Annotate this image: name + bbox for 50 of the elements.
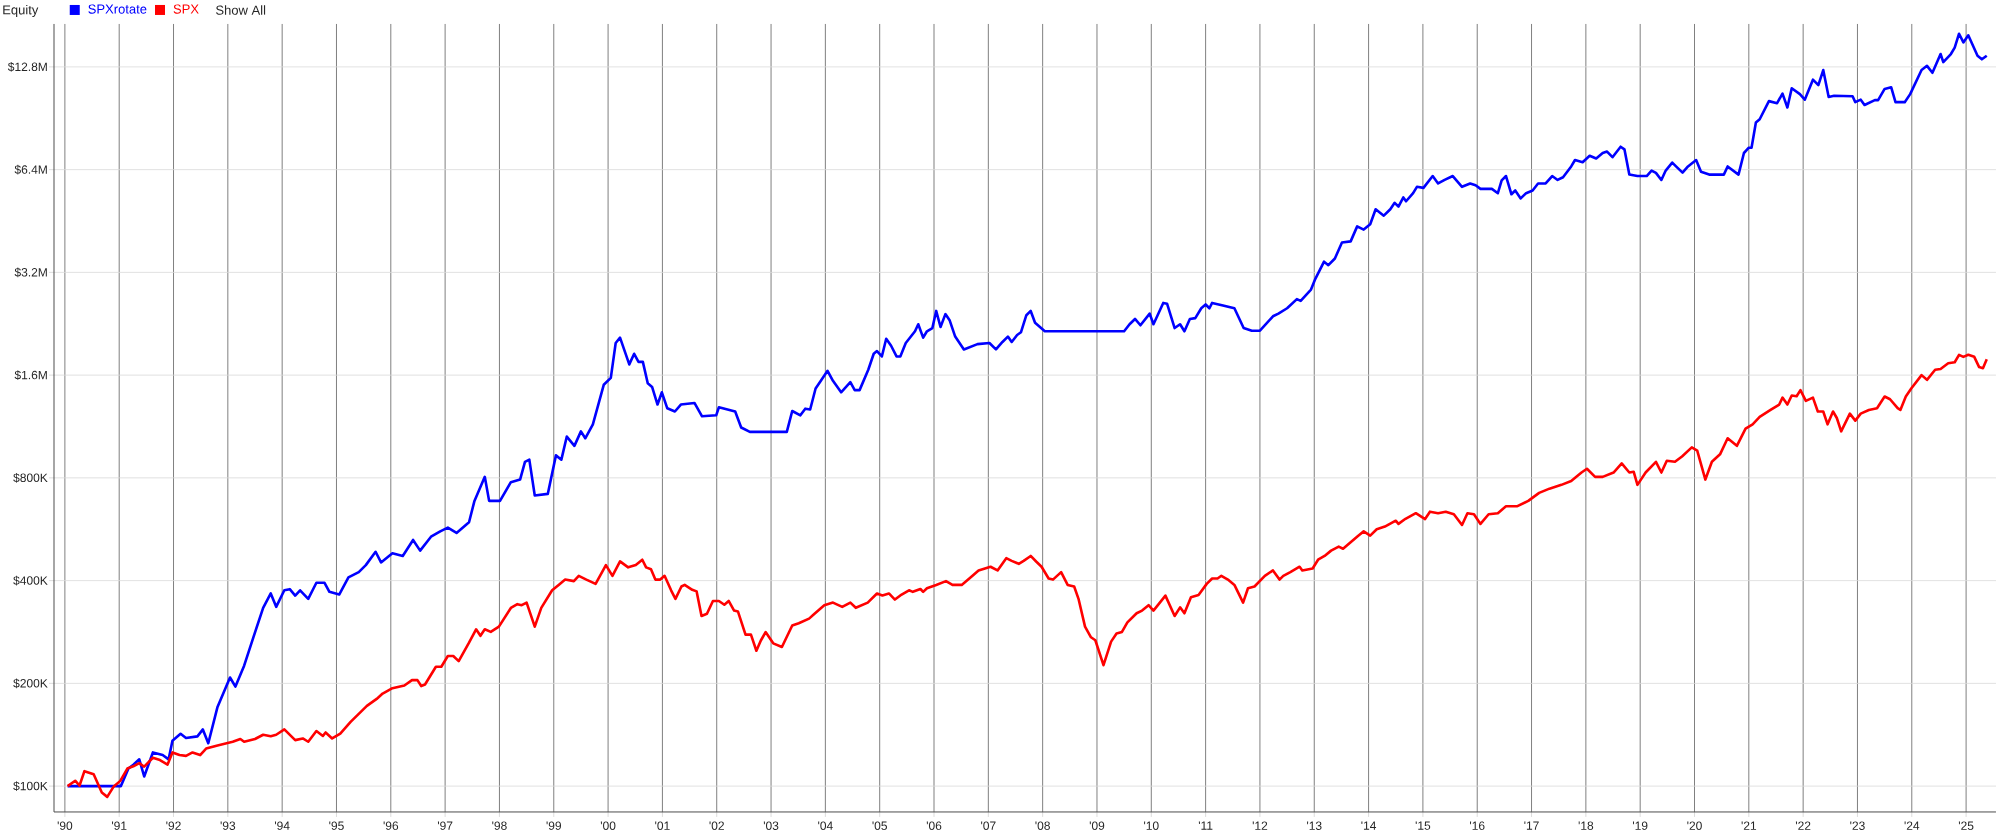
- x-tick-label: '12: [1252, 821, 1268, 830]
- x-tick-label: '95: [329, 821, 344, 830]
- x-tick-label: '17: [1524, 821, 1539, 830]
- x-tick-label: '97: [437, 821, 453, 830]
- line-series: [66, 32, 1989, 788]
- chart-title: Equity: [3, 4, 39, 18]
- x-tick-label: '91: [111, 821, 127, 830]
- x-tick-label: '06: [926, 821, 942, 830]
- x-tick-label: '96: [383, 821, 399, 830]
- x-tick-label: '98: [492, 821, 507, 830]
- x-tick-label: '21: [1741, 821, 1757, 830]
- text: Show All: [216, 5, 266, 15]
- y-tick-label: $800K: [13, 473, 48, 483]
- x-tick-label: '99: [546, 821, 562, 830]
- x-tick-label: '10: [1144, 821, 1159, 830]
- x-tick-label: '22: [1795, 821, 1811, 830]
- y-tick-label: $12.8M: [7, 62, 47, 72]
- x-tick-label: '94: [274, 821, 290, 830]
- x-tick-label: '90: [57, 821, 73, 830]
- x-tick-label: '24: [1904, 821, 1920, 830]
- x-tick-label: '92: [166, 821, 181, 830]
- x-tick-label: '13: [1307, 821, 1322, 830]
- y-tick-label: $3.2M: [14, 267, 47, 278]
- line-series: [66, 353, 1989, 799]
- x-tick-label: '15: [1415, 821, 1431, 830]
- x-tick-label: '05: [872, 821, 887, 830]
- y-tick-label: $100K: [13, 781, 48, 791]
- x-tick-label: '11: [1198, 821, 1213, 830]
- x-tick-label: '25: [1958, 821, 1974, 830]
- x-tick-label: '00: [600, 821, 616, 830]
- y-tick-label: $400K: [13, 575, 48, 586]
- x-tick-label: '19: [1632, 821, 1648, 830]
- legend-label: SPX: [173, 4, 199, 14]
- x-tick-label: '93: [220, 821, 236, 830]
- x-tick-label: '18: [1578, 821, 1594, 830]
- x-tick-label: '16: [1470, 821, 1485, 830]
- x-tick-label: '20: [1687, 821, 1702, 830]
- legend-label: SPXrotate: [88, 4, 147, 14]
- y-tick-label: $1.6M: [14, 370, 47, 380]
- y-tick-label: $6.4M: [14, 164, 47, 175]
- x-tick-label: '01: [655, 821, 670, 830]
- x-tick-label: '14: [1361, 821, 1377, 830]
- x-tick-label: '08: [1035, 821, 1050, 830]
- x-tick-label: '03: [763, 821, 779, 830]
- x-tick-label: '04: [818, 821, 833, 830]
- x-tick-label: '09: [1089, 821, 1105, 830]
- x-tick-label: '07: [981, 821, 996, 830]
- y-tick-label: $200K: [13, 678, 48, 689]
- x-tick-label: '23: [1850, 821, 1865, 830]
- x-tick-label: '02: [709, 821, 724, 830]
